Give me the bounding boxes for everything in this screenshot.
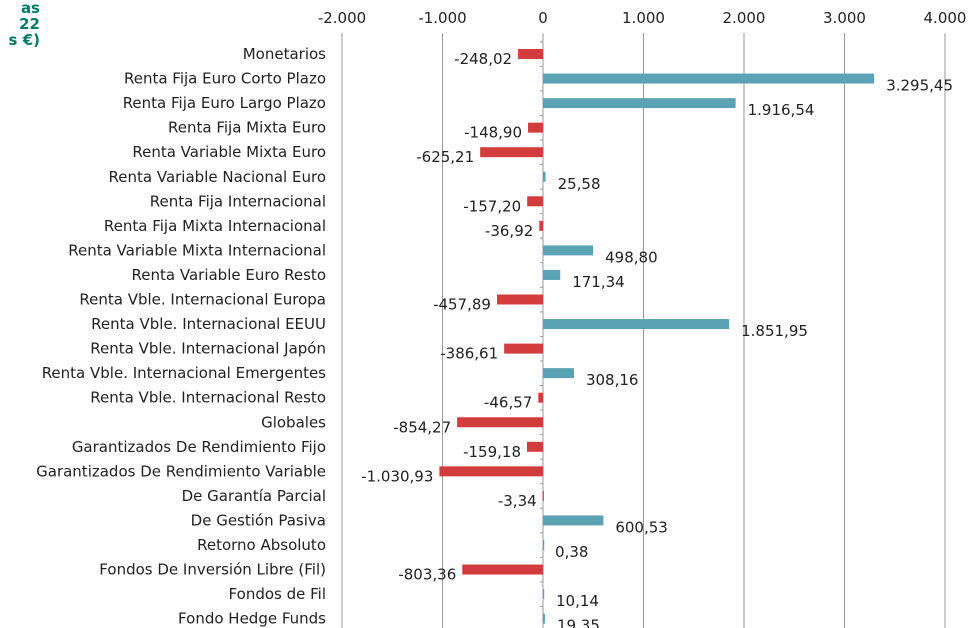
bar-22 bbox=[543, 589, 545, 600]
x-tick-label-2: 0 bbox=[538, 9, 548, 27]
chart-title: as 22 s €) bbox=[0, 0, 40, 48]
bar-23 bbox=[543, 613, 545, 624]
value-label-7: -36,92 bbox=[485, 222, 533, 240]
value-label-19: 600,53 bbox=[615, 518, 668, 536]
category-label-7: Renta Fija Mixta Internacional bbox=[104, 217, 326, 235]
value-label-16: -159,18 bbox=[463, 443, 521, 461]
category-label-0: Monetarios bbox=[243, 45, 326, 63]
value-label-14: -46,57 bbox=[484, 394, 532, 412]
x-tick-label-3: 1.000 bbox=[622, 9, 665, 27]
value-label-3: -148,90 bbox=[464, 124, 522, 142]
x-axis: -2.000 -1.000 0 1.000 2.000 3.000 4.000 bbox=[318, 9, 967, 27]
category-label-9: Renta Variable Euro Resto bbox=[132, 266, 326, 284]
bar-18 bbox=[542, 490, 544, 501]
bar-10 bbox=[496, 294, 543, 305]
category-label-6: Renta Fija Internacional bbox=[150, 192, 326, 210]
bar-6 bbox=[527, 196, 543, 207]
category-label-3: Renta Fija Mixta Euro bbox=[168, 119, 326, 137]
value-label-13: 308,16 bbox=[586, 371, 639, 389]
value-label-22: 10,14 bbox=[556, 592, 599, 610]
bar-0 bbox=[518, 49, 543, 59]
grid-layer bbox=[341, 33, 946, 628]
bar-16 bbox=[527, 441, 543, 452]
category-label-18: De Garantía Parcial bbox=[182, 487, 326, 505]
category-label-12: Renta Vble. Internacional Japón bbox=[90, 340, 326, 358]
value-label-20: 0,38 bbox=[555, 543, 588, 561]
bar-20 bbox=[543, 540, 545, 550]
value-label-5: 25,58 bbox=[558, 175, 601, 193]
category-label-21: Fondos De Inversión Libre (Fil) bbox=[99, 561, 326, 579]
bar-19 bbox=[543, 515, 604, 526]
x-tick-label-5: 3.000 bbox=[823, 9, 866, 27]
bar-1 bbox=[543, 73, 875, 84]
value-label-4: -625,21 bbox=[416, 148, 474, 166]
bar-17 bbox=[439, 466, 543, 477]
value-label-10: -457,89 bbox=[433, 296, 491, 314]
x-tick-label-4: 2.000 bbox=[723, 9, 766, 27]
category-label-11: Renta Vble. Internacional EEUU bbox=[91, 315, 326, 333]
value-label-12: -386,61 bbox=[440, 345, 498, 363]
value-label-6: -157,20 bbox=[463, 197, 521, 215]
x-tick-label-1: -1.000 bbox=[418, 9, 466, 27]
bar-7 bbox=[539, 220, 543, 231]
category-label-23: Fondo Hedge Funds bbox=[178, 610, 326, 628]
category-label-13: Renta Vble. Internacional Emergentes bbox=[42, 364, 326, 382]
bar-5 bbox=[543, 171, 546, 182]
category-label-15: Globales bbox=[261, 413, 326, 431]
value-label-11: 1.851,95 bbox=[741, 322, 808, 340]
category-label-8: Renta Variable Mixta Internacional bbox=[68, 241, 326, 259]
category-label-4: Renta Variable Mixta Euro bbox=[132, 143, 326, 161]
value-labels: -248,02 3.295,45 1.916,54 -148,90 -625,21 25,… bbox=[361, 50, 953, 628]
category-label-17: Garantizados De Rendimiento Variable bbox=[36, 462, 326, 480]
bar-12 bbox=[504, 343, 543, 354]
bar-3 bbox=[528, 122, 543, 133]
bar-14 bbox=[538, 392, 543, 403]
bar-8 bbox=[543, 245, 594, 256]
value-label-9: 171,34 bbox=[572, 273, 625, 291]
value-label-2: 1.916,54 bbox=[748, 101, 815, 119]
category-label-2: Renta Fija Euro Largo Plazo bbox=[123, 94, 326, 112]
value-label-15: -854,27 bbox=[393, 418, 451, 436]
value-label-21: -803,36 bbox=[398, 566, 456, 584]
value-label-8: 498,80 bbox=[605, 248, 658, 266]
chart-title-line-2: 22 bbox=[19, 15, 40, 33]
bar-15 bbox=[457, 417, 543, 428]
category-label-5: Renta Variable Nacional Euro bbox=[109, 168, 326, 186]
bar-2 bbox=[543, 98, 736, 109]
value-label-1: 3.295,45 bbox=[886, 77, 953, 95]
category-label-10: Renta Vble. Internacional Europa bbox=[79, 291, 326, 309]
bar-11 bbox=[543, 319, 730, 330]
category-label-20: Retorno Absoluto bbox=[197, 536, 326, 554]
category-label-14: Renta Vble. Internacional Resto bbox=[90, 389, 326, 407]
bar-9 bbox=[543, 269, 561, 280]
bar-13 bbox=[543, 368, 574, 379]
bar-4 bbox=[480, 147, 543, 158]
category-label-22: Fondos de Fil bbox=[229, 585, 326, 603]
value-label-23: 19,35 bbox=[557, 617, 600, 628]
value-label-17: -1.030,93 bbox=[361, 467, 433, 485]
x-tick-label-6: 4.000 bbox=[924, 9, 967, 27]
category-labels: Monetarios Renta Fija Euro Corto Plazo Ren… bbox=[36, 45, 326, 628]
bar-21 bbox=[462, 564, 543, 575]
value-label-0: -248,02 bbox=[454, 50, 512, 68]
chart-title-line-3: s €) bbox=[8, 31, 40, 48]
category-label-1: Renta Fija Euro Corto Plazo bbox=[124, 70, 326, 88]
value-label-18: -3,34 bbox=[498, 492, 537, 510]
category-label-19: De Gestión Pasiva bbox=[191, 511, 326, 529]
x-tick-label-0: -2.000 bbox=[318, 9, 366, 27]
category-label-16: Garantizados De Rendimiento Fijo bbox=[72, 438, 326, 456]
bars bbox=[439, 41, 875, 624]
chart-title-line-1: as bbox=[20, 0, 40, 17]
